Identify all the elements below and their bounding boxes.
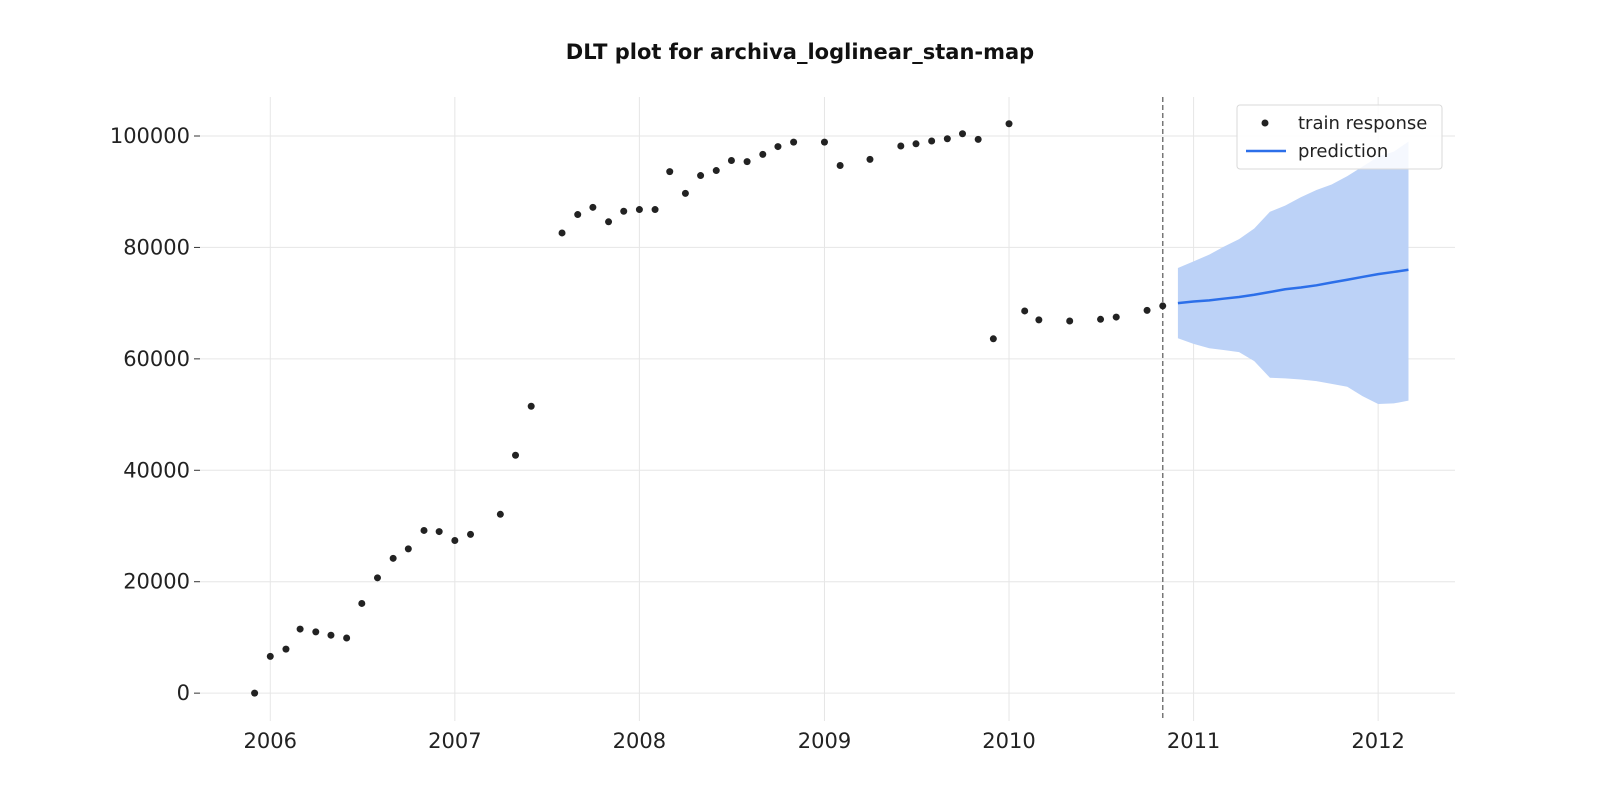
train-response-point — [266, 652, 274, 660]
gridlines — [200, 97, 1455, 721]
x-tick-label: 2010 — [982, 729, 1035, 753]
x-tick-label: 2007 — [428, 729, 481, 753]
train-response-point — [989, 335, 997, 343]
y-tick-label: 20000 — [123, 570, 190, 594]
train-response-point — [712, 167, 720, 175]
train-response-point — [389, 554, 397, 562]
train-response-point — [1112, 313, 1120, 321]
prediction-band — [1177, 141, 1409, 404]
legend: train response prediction — [1236, 104, 1443, 170]
train-response-point — [1021, 307, 1029, 315]
train-response-point — [974, 135, 982, 143]
train-response-point — [1159, 302, 1167, 310]
train-response-point — [836, 162, 844, 170]
train-response-point — [451, 536, 459, 544]
y-tick-label: 60000 — [123, 347, 190, 371]
train-response-series — [251, 120, 1167, 697]
train-response-point — [296, 625, 304, 633]
train-response-point — [759, 150, 767, 158]
train-response-point — [358, 599, 366, 607]
train-response-point — [681, 189, 689, 197]
train-response-point — [743, 158, 751, 166]
prediction-series — [1177, 268, 1409, 305]
train-response-point — [620, 207, 628, 215]
train-response-point — [496, 510, 504, 518]
train-response-point — [635, 206, 643, 214]
train-response-point — [697, 172, 705, 180]
train-response-point — [928, 137, 936, 145]
train-response-point — [373, 574, 381, 582]
legend-box — [1236, 104, 1443, 170]
axes: 2006 2007 2008 2009 2010 2011 2012 0 20000 40000 6… — [110, 124, 1405, 753]
y-tick-label: 80000 — [123, 235, 190, 259]
train-response-point — [666, 168, 674, 176]
train-response-point — [912, 140, 920, 148]
train-response-point — [589, 203, 597, 211]
train-response-point — [558, 229, 566, 237]
train-response-point — [1035, 316, 1043, 324]
train-response-point — [943, 135, 951, 143]
train-response-point — [251, 689, 259, 697]
y-tick-label: 0 — [177, 681, 190, 705]
train-response-point — [512, 451, 520, 459]
x-tick-label: 2008 — [613, 729, 666, 753]
train-response-point — [1066, 317, 1074, 325]
legend-label: prediction — [1298, 141, 1388, 162]
train-response-point — [312, 628, 320, 636]
train-response-point — [605, 218, 613, 226]
train-response-point — [343, 634, 351, 642]
x-tick-label: 2009 — [798, 729, 851, 753]
x-tick-label: 2006 — [244, 729, 297, 753]
train-response-point — [866, 155, 874, 163]
train-response-point — [727, 157, 735, 165]
train-response-point — [774, 143, 782, 151]
prediction-interval — [1177, 141, 1409, 404]
train-response-point — [574, 211, 582, 219]
train-response-point — [651, 206, 659, 214]
train-response-point — [897, 142, 905, 150]
legend-marker-dot — [1261, 119, 1269, 127]
train-response-point — [420, 526, 428, 534]
train-response-point — [1143, 306, 1151, 314]
x-tick-label: 2011 — [1167, 729, 1220, 753]
train-response-point — [404, 545, 412, 553]
legend-label: train response — [1298, 113, 1427, 134]
train-response-point — [790, 138, 798, 146]
x-tick-label: 2012 — [1351, 729, 1404, 753]
train-response-point — [820, 138, 828, 146]
chart-title: DLT plot for archiva_loglinear_stan-map — [565, 40, 1035, 64]
prediction-line — [1177, 268, 1409, 305]
train-response-point — [1097, 315, 1105, 323]
y-tick-label: 40000 — [123, 458, 190, 482]
y-tick-label: 100000 — [110, 124, 190, 148]
train-response-point — [327, 631, 335, 639]
train-response-point — [467, 530, 475, 538]
train-response-point — [435, 528, 443, 536]
train-response-point — [959, 130, 967, 138]
train-response-point — [527, 402, 535, 410]
train-response-point — [1005, 120, 1013, 128]
train-response-point — [282, 645, 290, 653]
